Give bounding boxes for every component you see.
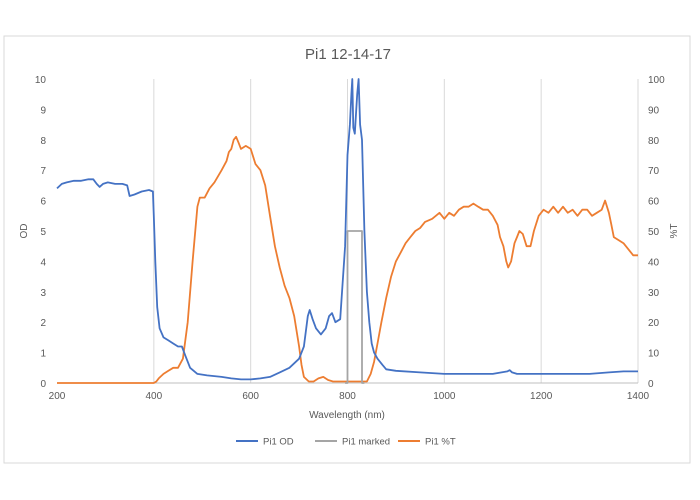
y-right-tick-label: 90 [648,105,660,116]
y-right-tick-label: 0 [648,379,654,390]
y-left-tick-label: 0 [40,379,46,390]
x-tick-label: 400 [145,391,162,402]
x-tick-label: 600 [242,391,259,402]
y-right-tick-label: 60 [648,197,660,208]
y-axis-label-right: %T [669,224,680,239]
series-line-pi1-marked [345,230,365,384]
chart-title: Pi1 12-14-17 [305,46,391,63]
y-right-tick-label: 20 [648,318,660,329]
y-right-tick-label: 50 [648,227,660,238]
y-left-tick-label: 10 [35,75,47,86]
x-tick-label: 200 [49,391,66,402]
y-left-tick-label: 2 [40,318,46,329]
y-left-tick-label: 3 [40,288,46,299]
y-left-tick-label: 5 [40,227,46,238]
y-left-tick-labels: 0 1 2 3 4 5 6 7 8 9 10 [35,75,47,390]
series-line-pi1-od [56,78,638,381]
y-left-tick-label: 6 [40,197,46,208]
legend-label: Pi1 %T [425,437,456,448]
y-right-tick-label: 40 [648,257,660,268]
y-left-tick-label: 9 [40,105,46,116]
series-group [56,78,638,384]
y-right-tick-label: 70 [648,166,660,177]
y-axis-label-left: OD [19,224,30,239]
x-tick-labels: 200 400 600 800 1000 1200 1400 [49,391,650,402]
legend: Pi1 OD Pi1 marked Pi1 %T [236,437,456,448]
legend-label: Pi1 OD [263,437,294,448]
y-right-tick-label: 100 [648,75,665,86]
y-right-tick-labels: 0 10 20 30 40 50 60 70 80 90 100 [648,75,665,390]
y-right-tick-label: 30 [648,288,660,299]
y-right-tick-label: 80 [648,136,660,147]
y-left-tick-label: 8 [40,136,46,147]
y-left-tick-label: 1 [40,349,46,360]
y-right-tick-label: 10 [648,349,660,360]
series-line-pi1-t [57,135,638,384]
x-tick-label: 800 [339,391,356,402]
y-left-tick-label: 4 [40,257,46,268]
x-tick-label: 1000 [433,391,456,402]
x-axis-label: Wavelength (nm) [309,410,385,421]
legend-label: Pi1 marked [342,437,390,448]
x-tick-label: 1200 [530,391,553,402]
x-tick-label: 1400 [627,391,650,402]
y-left-tick-label: 7 [40,166,46,177]
chart-border [3,35,691,464]
